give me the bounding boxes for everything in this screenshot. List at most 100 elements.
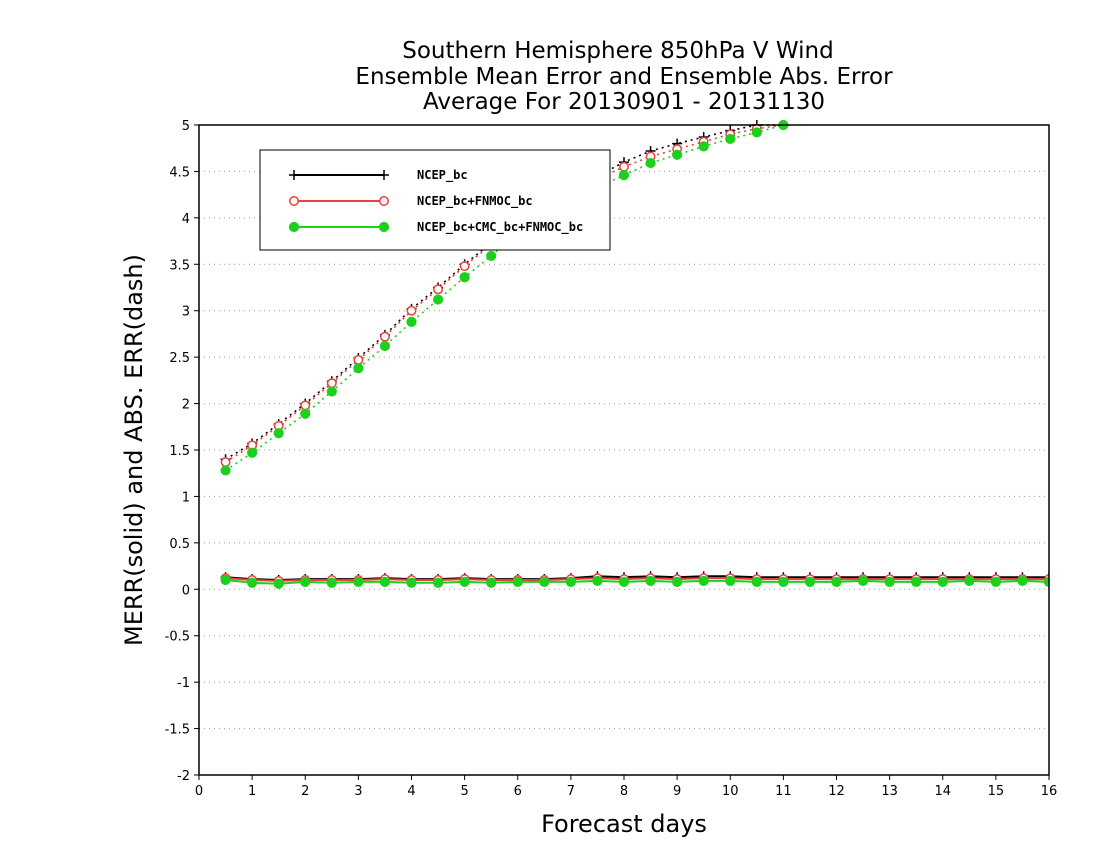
series-2-abs-err-point xyxy=(353,354,364,365)
chart-title: Southern Hemisphere 850hPa V Wind Ensemb… xyxy=(355,38,893,115)
legend-item-2: NCEP_bc+FNMOC_bc xyxy=(289,194,533,209)
legend-item-3-marker-end xyxy=(378,221,390,233)
series-3-merr-point xyxy=(831,576,842,587)
series-3-abs-err-point xyxy=(645,157,656,169)
series-3-abs-err-point xyxy=(300,408,311,419)
legend-item-1-marker-start xyxy=(289,170,299,180)
series-3-abs-err-line xyxy=(225,124,784,472)
y-tick-label: 5 xyxy=(182,119,190,134)
series-3-merr-point xyxy=(486,577,497,588)
series-3-abs-err-point xyxy=(618,170,630,181)
legend-item-2-marker-end xyxy=(379,196,389,206)
x-axis-ticks: 0 1 2 3 4 5 6 7 8 9 10 11 12 13 14 15 16 xyxy=(195,775,1057,799)
y-tick-label: 2 xyxy=(182,398,190,413)
series-3-abs-err-point xyxy=(432,294,444,305)
x-tick-label: 9 xyxy=(673,784,681,799)
legend-item-3: NCEP_bc+CMC_bc+FNMOC_bc xyxy=(288,220,583,235)
series-3-merr-point xyxy=(618,576,630,587)
series-3-abs-err-point xyxy=(725,133,736,145)
x-tick-label: 1 xyxy=(248,784,256,799)
x-tick-label: 4 xyxy=(407,784,415,799)
series-3-abs-err-point xyxy=(698,141,709,152)
series-3-merr-point xyxy=(247,577,258,588)
series-3-merr-point xyxy=(273,578,284,589)
y-tick-label: 3.5 xyxy=(169,258,190,273)
legend-item-1-label: NCEP_bc xyxy=(417,168,468,183)
series-3-merr-point xyxy=(326,577,337,588)
series-3-abs-err-point xyxy=(273,428,284,439)
y-tick-label: 3 xyxy=(182,305,190,320)
series-3-abs-err-point xyxy=(326,386,337,397)
y-tick-label: 2.5 xyxy=(169,351,190,366)
series-3-merr-point xyxy=(778,576,789,587)
y-tick-label: -1.5 xyxy=(165,723,190,738)
y-tick-label: -1 xyxy=(177,676,190,691)
series-3-merr-point xyxy=(1017,575,1028,587)
series-3-merr-point xyxy=(220,574,231,586)
series-3-merr-point xyxy=(459,576,470,587)
x-tick-label: 3 xyxy=(354,784,362,799)
y-tick-label: 4 xyxy=(182,212,190,227)
series-3-merr-point xyxy=(565,576,576,587)
x-tick-label: 6 xyxy=(514,784,522,799)
series-3-abs-err-point xyxy=(379,340,391,352)
series-3 xyxy=(220,119,1049,589)
series-3-merr-point xyxy=(698,575,709,587)
series-3-merr-point xyxy=(725,575,736,587)
x-tick-label: 7 xyxy=(567,784,575,799)
y-tick-label: 0 xyxy=(182,583,190,598)
series-3-merr-point xyxy=(751,576,762,587)
chart-title-line-1: Southern Hemisphere 850hPa V Wind xyxy=(402,38,833,64)
legend-item-1-marker-end xyxy=(379,170,389,180)
series-3-merr-point xyxy=(432,577,444,588)
y-axis-title: MERR(solid) and ABS. ERR(dash) xyxy=(120,254,148,646)
series-3-merr-point xyxy=(911,576,922,587)
plot-area-frame xyxy=(198,124,1050,776)
series-2-abs-err-point xyxy=(300,400,311,411)
series-3-abs-err-point xyxy=(486,250,497,262)
series-3-merr-point xyxy=(672,576,683,587)
series-3-merr-point xyxy=(990,576,1001,587)
series-3-merr-point xyxy=(645,575,656,587)
series-3-merr-point xyxy=(964,575,975,587)
x-tick-label: 8 xyxy=(620,784,628,799)
x-tick-label: 14 xyxy=(934,784,951,799)
series-3-merr-point xyxy=(300,576,311,587)
x-tick-label: 13 xyxy=(881,784,898,799)
series-3-abs-err-point xyxy=(220,465,231,476)
x-tick-label: 0 xyxy=(195,784,203,799)
series-3-merr-point xyxy=(406,577,417,588)
series-3-merr-point xyxy=(884,576,895,587)
x-tick-label: 15 xyxy=(988,784,1005,799)
y-tick-label: 4.5 xyxy=(169,165,190,180)
series-3-abs-err-point xyxy=(406,316,417,327)
series-2-abs-err-point xyxy=(433,284,444,295)
series-3-merr-point xyxy=(937,576,948,587)
series-2-abs-err-point xyxy=(406,305,417,316)
x-tick-label: 2 xyxy=(301,784,309,799)
chart-gridlines xyxy=(199,170,1049,730)
chart-title-line-3: Average For 20130901 - 20131130 xyxy=(423,89,825,115)
y-tick-label: -2 xyxy=(177,769,190,784)
y-axis-ticks: 5 4.5 4 3.5 3 2.5 2 1.5 1 0.5 0 -0.5 -1 -1.5 -2 xyxy=(165,119,199,784)
series-3-abs-err-point xyxy=(353,363,364,374)
series-3-merr-point xyxy=(379,576,391,587)
legend-item-2-marker-start xyxy=(289,196,299,206)
series-2-abs-err-point xyxy=(459,261,470,272)
series-3-merr-point xyxy=(512,576,523,587)
y-tick-label: 1 xyxy=(182,490,190,505)
y-tick-label: -0.5 xyxy=(165,630,190,645)
legend-item-3-marker-start xyxy=(288,221,300,233)
series-3-merr-point xyxy=(804,576,816,587)
y-tick-label: 1.5 xyxy=(169,444,190,459)
legend-item-2-label: NCEP_bc+FNMOC_bc xyxy=(417,194,533,209)
y-tick-label: 0.5 xyxy=(169,537,190,552)
series-3-merr-point xyxy=(1043,576,1049,587)
x-tick-label: 12 xyxy=(828,784,845,799)
legend-item-1: NCEP_bc xyxy=(289,168,468,183)
series-3-abs-err-point xyxy=(751,127,762,138)
legend-item-3-label: NCEP_bc+CMC_bc+FNMOC_bc xyxy=(417,220,583,235)
series-2-abs-err-point xyxy=(220,457,231,468)
series-3-merr-point xyxy=(539,576,550,587)
